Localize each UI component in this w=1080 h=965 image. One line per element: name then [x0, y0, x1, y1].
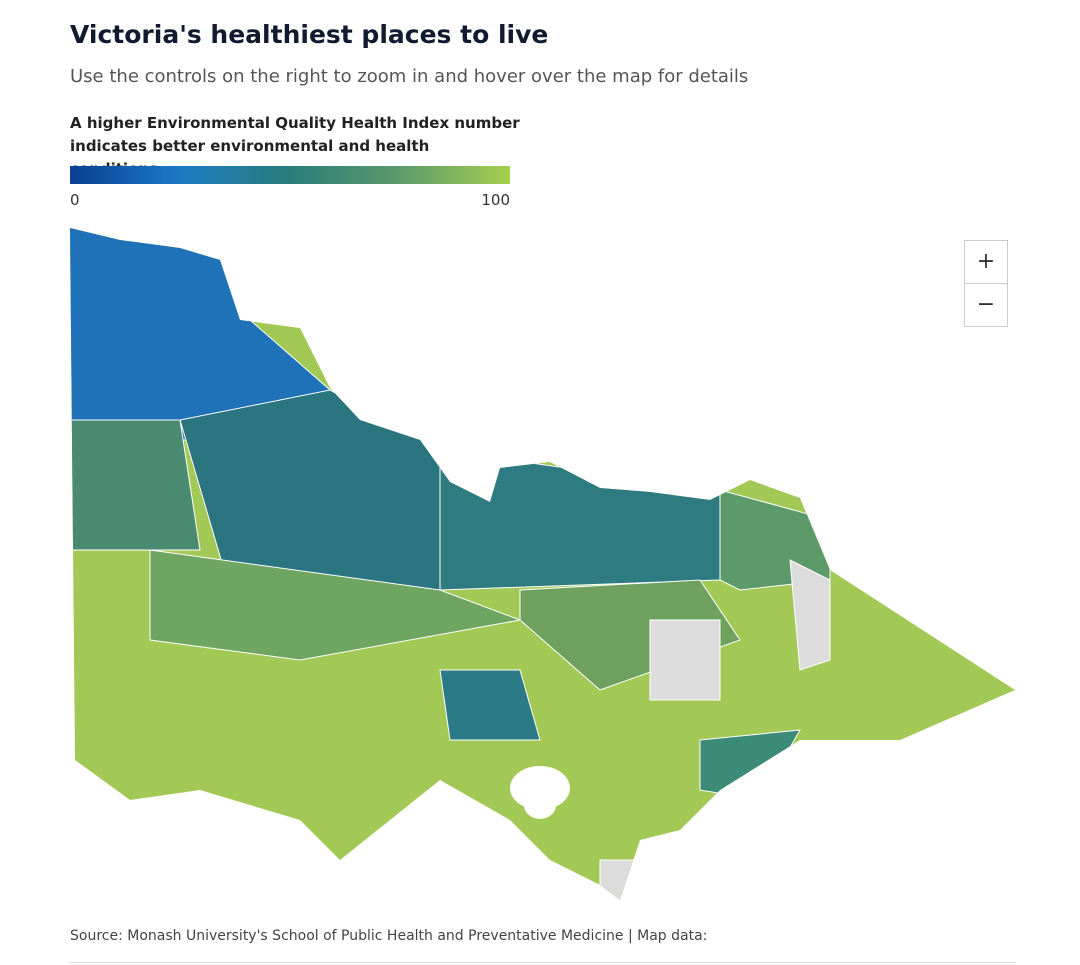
bay	[524, 791, 556, 819]
regions	[70, 228, 1015, 900]
source: Source: Monash University's School of Pu…	[70, 928, 708, 944]
subtitle: Use the controls on the right to zoom in…	[70, 66, 749, 87]
legend-tick-label: 100	[481, 191, 510, 209]
legend: 0 100	[70, 166, 510, 209]
map	[70, 228, 1015, 900]
divider	[70, 962, 1016, 963]
zoom-out[interactable]: −	[964, 283, 1008, 327]
bay	[510, 766, 570, 810]
color-bar	[70, 166, 510, 184]
legend-tick-label: 0	[70, 191, 80, 209]
title: Victoria's healthiest places to live	[70, 20, 549, 49]
zoom-in[interactable]: +	[964, 240, 1008, 284]
